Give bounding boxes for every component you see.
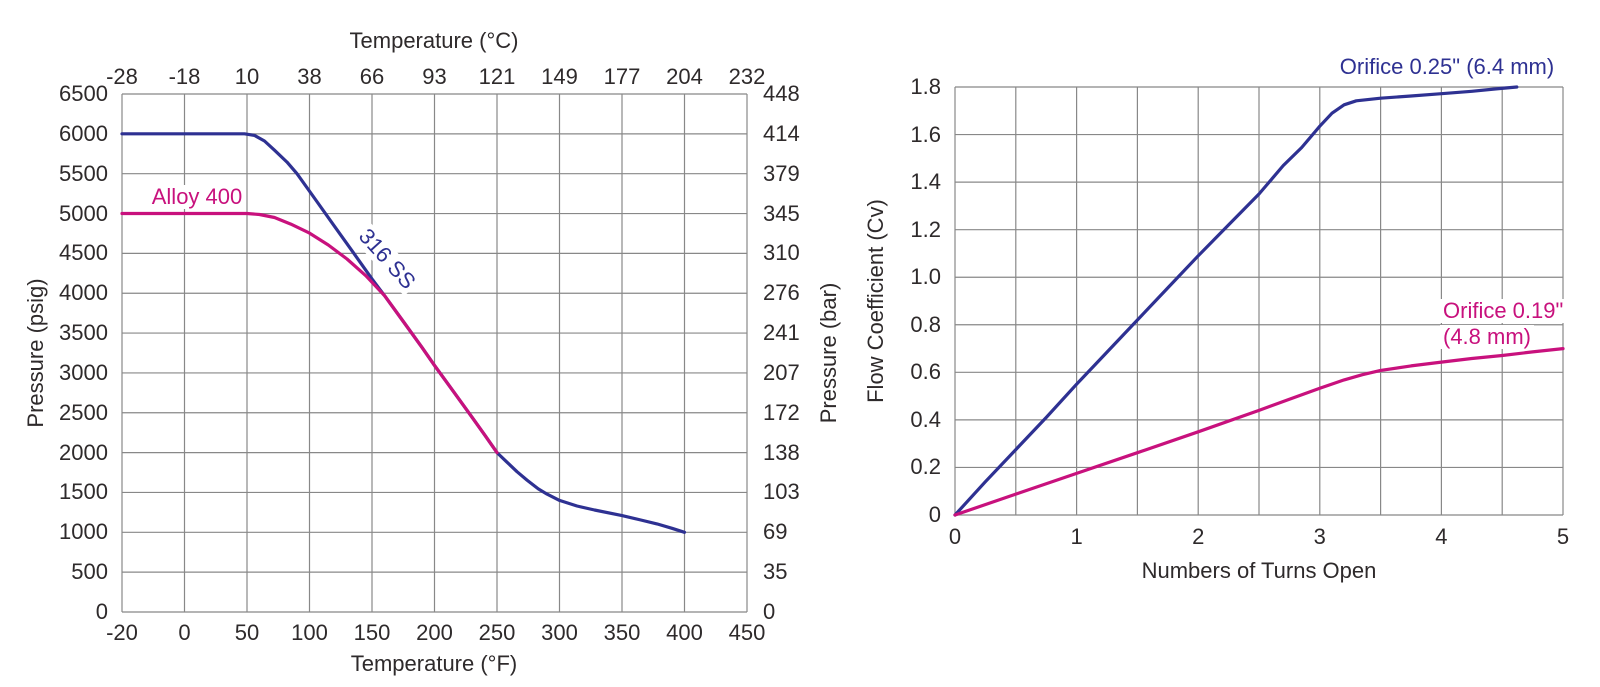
left-chart-x-axis-title: Temperature (°F) bbox=[350, 651, 518, 676]
right-chart-x-tick-label: 1 bbox=[1070, 524, 1083, 549]
left-chart-y-tick-label-bar: 69 bbox=[763, 519, 788, 545]
right-chart-x-tick-label: 3 bbox=[1313, 524, 1326, 549]
series-label-orifice-019-line2: (4.8 mm) bbox=[1440, 325, 1534, 349]
left-chart-x-tick-label-f: 150 bbox=[353, 620, 391, 645]
left-chart-y-tick-label-psig: 6500 bbox=[59, 81, 108, 106]
left-chart-y-tick-label-psig: 1500 bbox=[59, 479, 108, 505]
left-chart-y-tick-label-bar: 138 bbox=[763, 439, 800, 465]
left-chart-y-tick-label-bar: 414 bbox=[763, 120, 800, 146]
left-chart-x-tick-label-f: 50 bbox=[234, 620, 260, 645]
left-chart-y-tick-label-psig: 3500 bbox=[59, 320, 108, 346]
left-chart-y-tick-label-psig: 2000 bbox=[59, 439, 108, 465]
right-chart-y-tick-label: 1.4 bbox=[910, 169, 941, 195]
right-chart-y-axis-title: Flow Coefficient (Cv) bbox=[863, 199, 888, 403]
left-chart-y-tick-label-bar: 241 bbox=[763, 320, 800, 346]
left-chart-y-tick-label-psig: 2500 bbox=[59, 399, 108, 425]
left-chart-y-tick-label-psig: 1000 bbox=[59, 519, 108, 545]
curve-orifice-0-19-4-8-mm- bbox=[953, 347, 1565, 517]
left-chart-x-tick-label-f: -20 bbox=[106, 620, 138, 645]
left-chart-top-axis-title: Temperature (°C) bbox=[349, 28, 519, 53]
right-chart-y-tick-label: 0.8 bbox=[910, 311, 941, 337]
left-chart-x-tick-label-f: 450 bbox=[728, 620, 766, 645]
left-chart-y-tick-label-bar: 103 bbox=[763, 479, 800, 505]
right-chart-y-tick-label: 0.2 bbox=[910, 454, 941, 480]
left-chart-y-tick-label-psig: 0 bbox=[95, 599, 108, 624]
left-chart-x-tick-label-f: 300 bbox=[541, 620, 578, 645]
left-chart-y-axis-left-title: Pressure (psig) bbox=[23, 278, 48, 428]
left-chart-x-tick-label-c: 177 bbox=[603, 64, 641, 89]
right-chart-y-tick-label: 1.0 bbox=[910, 264, 941, 290]
curve-orifice-0-25-6-4-mm- bbox=[953, 85, 1519, 517]
left-chart-y-tick-label-bar: 276 bbox=[763, 280, 800, 306]
left-chart-x-tick-label-c: 66 bbox=[359, 64, 385, 89]
left-chart-y-tick-label-psig: 4500 bbox=[59, 240, 108, 266]
left-chart-x-tick-label-c: -18 bbox=[168, 64, 201, 89]
series-label-orifice-025: Orifice 0.25" (6.4 mm) bbox=[1339, 54, 1555, 79]
left-chart-x-tick-label-f: 400 bbox=[666, 620, 703, 645]
left-chart-x-tick-label-c: 204 bbox=[666, 64, 703, 89]
left-chart-y-tick-label-bar: 448 bbox=[763, 81, 800, 106]
left-chart-y-tick-label-psig: 500 bbox=[71, 559, 108, 585]
left-chart-y-tick-label-bar: 310 bbox=[763, 240, 800, 266]
left-chart-y-tick-label-bar: 172 bbox=[763, 399, 800, 425]
series-label-alloy-400: Alloy 400 bbox=[148, 185, 246, 209]
left-chart-x-tick-label-f: 200 bbox=[416, 620, 453, 645]
left-chart-x-tick-label-c: -28 bbox=[106, 64, 138, 89]
right-chart-x-tick-label: 4 bbox=[1435, 524, 1448, 549]
left-chart-x-tick-label-c: 149 bbox=[541, 64, 578, 89]
series-label-orifice-019-line1: Orifice 0.19" bbox=[1440, 299, 1567, 323]
left-chart-y-tick-label-psig: 6000 bbox=[59, 120, 108, 146]
left-chart-x-tick-label-c: 121 bbox=[478, 64, 516, 89]
right-chart-x-axis-title: Numbers of Turns Open bbox=[1141, 558, 1377, 583]
left-chart-x-tick-label-f: 100 bbox=[291, 620, 328, 645]
left-chart-x-tick-label-c: 10 bbox=[234, 64, 260, 89]
left-chart-x-tick-label-f: 0 bbox=[178, 620, 191, 645]
left-chart-y-tick-label-bar: 35 bbox=[763, 559, 788, 585]
right-chart-y-tick-label: 1.6 bbox=[910, 121, 941, 147]
left-chart-y-tick-label-bar: 345 bbox=[763, 200, 800, 226]
left-chart-y-tick-label-psig: 3000 bbox=[59, 359, 108, 385]
right-chart-x-tick-label: 0 bbox=[948, 524, 962, 549]
left-chart-x-tick-label-c: 93 bbox=[422, 64, 447, 89]
right-chart-y-tick-label: 1.2 bbox=[910, 216, 941, 242]
right-chart-x-tick-label: 5 bbox=[1556, 524, 1570, 549]
right-chart-y-tick-label: 1.8 bbox=[910, 74, 941, 99]
left-chart-x-tick-label-c: 38 bbox=[297, 64, 322, 89]
right-chart-y-tick-label: 0.6 bbox=[910, 359, 941, 385]
right-chart-x-tick-label: 2 bbox=[1192, 524, 1205, 549]
right-chart-y-tick-label: 0.4 bbox=[910, 406, 941, 432]
right-chart-y-tick-label: 0 bbox=[928, 502, 941, 527]
left-chart-y-tick-label-psig: 4000 bbox=[59, 280, 108, 306]
left-chart-y-axis-right-title: Pressure (bar) bbox=[816, 282, 841, 424]
left-chart-y-tick-label-bar: 379 bbox=[763, 160, 800, 186]
left-chart-y-tick-label-psig: 5000 bbox=[59, 200, 108, 226]
left-chart-x-tick-label-f: 250 bbox=[478, 620, 516, 645]
left-chart-y-tick-label-bar: 0 bbox=[763, 599, 776, 624]
left-chart-x-tick-label-f: 350 bbox=[603, 620, 641, 645]
left-chart-y-tick-label-psig: 5500 bbox=[59, 160, 108, 186]
left-chart-x-tick-label-c: 232 bbox=[728, 64, 766, 89]
curve-alloy-400 bbox=[120, 211, 499, 455]
left-chart-y-tick-label-bar: 207 bbox=[763, 359, 800, 385]
